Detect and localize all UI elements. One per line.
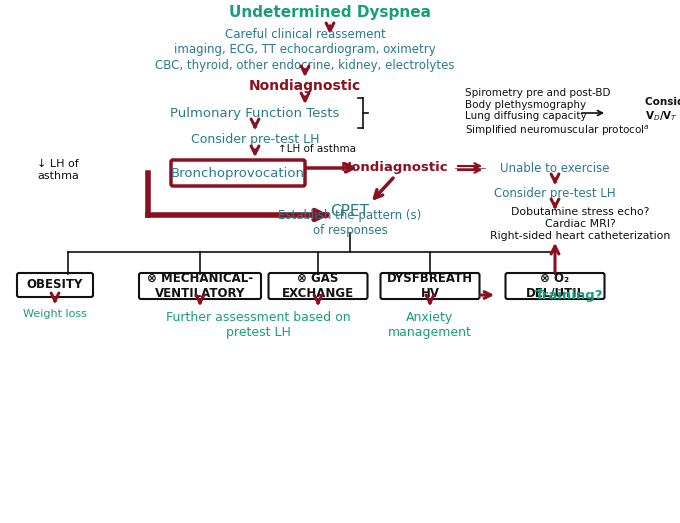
Text: Bronchoprovocation: Bronchoprovocation	[171, 166, 305, 179]
Text: CPET: CPET	[330, 203, 369, 219]
FancyBboxPatch shape	[269, 273, 367, 299]
Text: Further assessment based on
pretest LH: Further assessment based on pretest LH	[166, 311, 350, 339]
Text: Nondiagnostic: Nondiagnostic	[341, 162, 449, 175]
Text: OBESITY: OBESITY	[27, 279, 83, 291]
FancyBboxPatch shape	[505, 273, 605, 299]
Text: Consider ABGs
V$_D$/V$_T$: Consider ABGs V$_D$/V$_T$	[645, 97, 680, 123]
Text: Weight loss: Weight loss	[23, 309, 87, 319]
Text: Dobutamine stress echo?
Cardiac MRI?
Right-sided heart catheterization: Dobutamine stress echo? Cardiac MRI? Rig…	[490, 208, 670, 241]
Text: ⊗ O₂
DEL/UTIL: ⊗ O₂ DEL/UTIL	[526, 272, 585, 300]
FancyBboxPatch shape	[171, 160, 305, 186]
Text: Unable to exercise: Unable to exercise	[500, 162, 610, 175]
Text: ↓ LH of
asthma: ↓ LH of asthma	[37, 159, 79, 181]
Text: Pulmonary Function Tests: Pulmonary Function Tests	[170, 107, 340, 119]
Text: Establish the pattern (s)
of responses: Establish the pattern (s) of responses	[278, 209, 422, 237]
Text: Undetermined Dyspnea: Undetermined Dyspnea	[229, 6, 431, 20]
Text: Nondiagnostic: Nondiagnostic	[249, 79, 361, 93]
Text: Spirometry pre and post-BD
Body plethysmography
Lung diffusing capacity
Simplifi: Spirometry pre and post-BD Body plethysm…	[465, 88, 649, 138]
Text: DYSFBREATH
HV: DYSFBREATH HV	[387, 272, 473, 300]
Text: ⊗ GAS
EXCHANGE: ⊗ GAS EXCHANGE	[282, 272, 354, 300]
FancyBboxPatch shape	[139, 273, 261, 299]
Text: Training?: Training?	[535, 289, 604, 301]
Text: ⊗ MECHANICAL-
VENTILATORY: ⊗ MECHANICAL- VENTILATORY	[147, 272, 253, 300]
FancyBboxPatch shape	[381, 273, 479, 299]
FancyBboxPatch shape	[17, 273, 93, 297]
Text: Careful clinical reassement
imaging, ECG, TT echocardiogram, oximetry
CBC, thyro: Careful clinical reassement imaging, ECG…	[155, 28, 455, 72]
Text: Consider pre-test LH: Consider pre-test LH	[494, 188, 616, 200]
Text: ↑LH of asthma: ↑LH of asthma	[278, 144, 356, 154]
Text: Consider pre-test LH: Consider pre-test LH	[191, 132, 319, 145]
Text: Anxiety
management: Anxiety management	[388, 311, 472, 339]
